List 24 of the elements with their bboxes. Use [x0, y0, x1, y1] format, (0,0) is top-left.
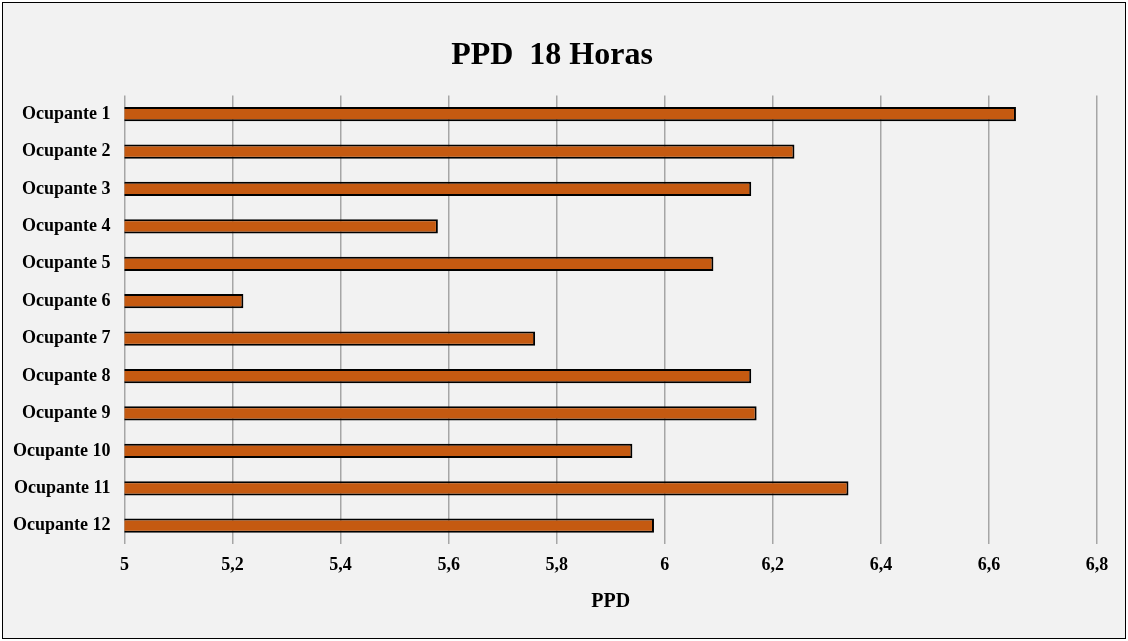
y-tick-label: Ocupante 10 [12, 439, 111, 460]
x-tick-label: 6 [660, 553, 670, 574]
y-tick-label: Ocupante 3 [21, 177, 111, 198]
y-tick-label: Ocupante 11 [13, 476, 111, 497]
x-tick-label: 6,8 [1085, 553, 1109, 574]
y-tick-label: Ocupante 8 [21, 364, 111, 385]
x-tick-label: 5,4 [329, 553, 352, 574]
x-tick-label: 6,2 [761, 553, 785, 574]
x-tick-label: 5,6 [437, 553, 460, 574]
y-tick-label: Ocupante 5 [21, 252, 111, 273]
x-tick-label: 5 [120, 553, 130, 574]
x-tick-label: 5,2 [221, 553, 244, 574]
y-tick-label: Ocupante 1 [21, 102, 111, 123]
x-tick-label: 5,8 [545, 553, 568, 574]
y-tick-label: Ocupante 9 [21, 402, 111, 423]
y-tick-label: Ocupante 2 [21, 140, 111, 161]
x-axis-title: PPD [591, 589, 631, 612]
x-tick-label: 6,6 [977, 553, 1001, 574]
x-tick-label: 6,4 [869, 553, 893, 574]
y-tick-label: Ocupante 12 [12, 514, 111, 535]
chart-title: PPD 18 Horas [451, 35, 653, 72]
y-tick-label: Ocupante 7 [21, 327, 111, 348]
y-tick-label: Ocupante 4 [21, 215, 111, 236]
y-tick-label: Ocupante 6 [21, 289, 111, 310]
